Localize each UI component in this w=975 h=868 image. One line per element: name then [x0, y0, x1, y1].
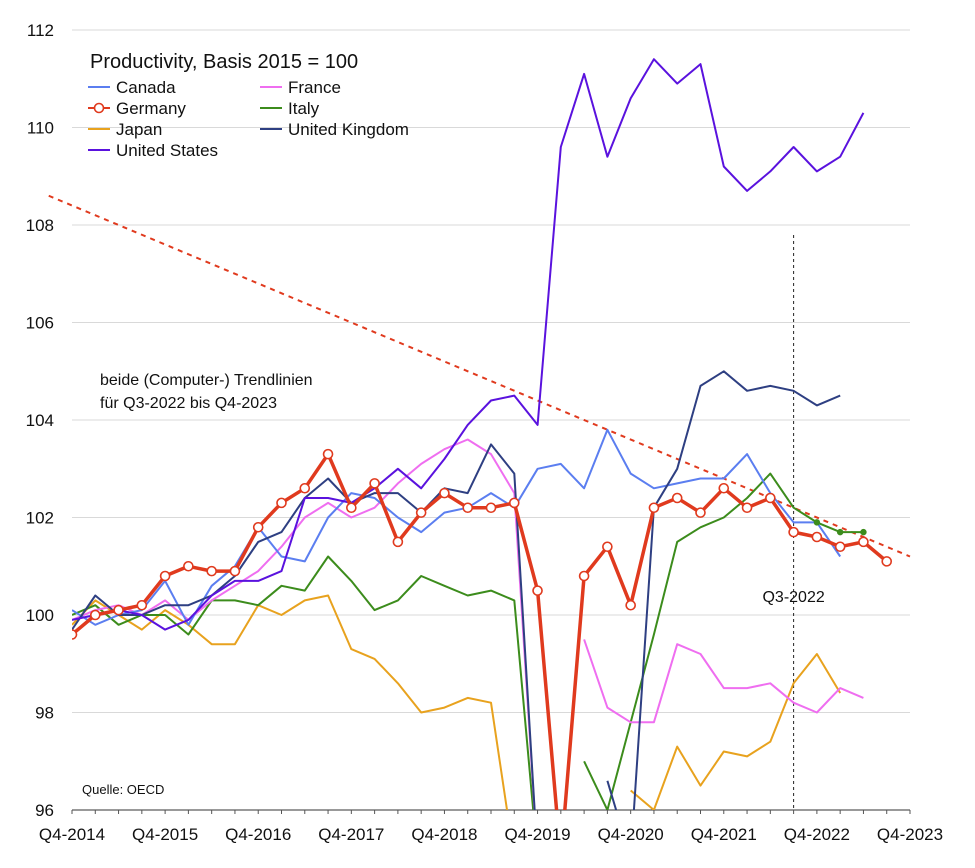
series-line — [72, 58, 865, 631]
y-tick-label-108: 108 — [26, 216, 54, 235]
x-tick-label: Q4-2016 — [225, 825, 291, 844]
legend-item-canada: Canada — [88, 78, 176, 97]
gridlines — [72, 29, 910, 811]
data-point — [578, 570, 590, 582]
x-tick-labels: Q4-2014 Q4-2015 Q4-2016 Q4-2017 Q4-2018 Q4-20… — [39, 825, 943, 844]
series-united-states — [72, 58, 865, 631]
data-point — [276, 497, 287, 509]
data-point — [485, 502, 497, 514]
x-tick-label: Q4-2017 — [318, 825, 384, 844]
legend-label: Japan — [116, 120, 162, 139]
series-line — [72, 428, 842, 626]
data-point — [299, 482, 311, 494]
data-point — [415, 507, 427, 518]
y-tick-label-96: 96 — [35, 801, 54, 820]
data-point — [392, 536, 404, 548]
legend-label: Canada — [116, 78, 176, 97]
data-point — [834, 541, 846, 553]
y-tick-label-98: 98 — [35, 704, 54, 723]
data-point — [462, 502, 474, 514]
series-line — [72, 452, 888, 810]
legend-marker — [93, 102, 105, 114]
data-point — [811, 531, 823, 543]
data-point — [159, 570, 171, 582]
data-point — [183, 560, 194, 572]
x-tick-label: Q4-2020 — [598, 825, 664, 844]
data-point — [229, 565, 241, 577]
legend: Productivity, Basis 2015 = 100 Canada Ger… — [88, 51, 409, 160]
legend-label: Italy — [288, 99, 320, 118]
data-point — [322, 448, 334, 460]
y-tick-label-110: 110 — [27, 119, 54, 138]
series-line — [72, 438, 864, 810]
trend-note-line-2: für Q3-2022 bis Q4-2023 — [100, 395, 277, 412]
data-point — [252, 521, 264, 533]
data-point — [72, 629, 78, 640]
data-point — [89, 609, 101, 621]
legend-label: United Kingdom — [288, 120, 409, 139]
data-point — [625, 599, 636, 611]
plot-area: Q3-2022 — [48, 58, 911, 810]
series-japan — [72, 594, 842, 810]
data-point — [718, 482, 730, 494]
legend-item-germany: Germany — [88, 99, 186, 118]
legend-item-united-states: United States — [88, 141, 218, 160]
y-tick-label-102: 102 — [26, 509, 54, 528]
data-point — [881, 556, 893, 567]
series-france — [72, 438, 864, 810]
data-point — [136, 599, 148, 611]
data-point — [113, 604, 124, 616]
data-point — [206, 565, 217, 577]
x-tick-label: Q4-2022 — [784, 825, 850, 844]
series-line — [72, 594, 842, 810]
data-point — [439, 487, 450, 499]
data-point — [671, 492, 683, 504]
y-tick-label-112: 112 — [27, 21, 54, 40]
x-tick-label: Q4-2018 — [411, 825, 477, 844]
data-point — [695, 507, 706, 518]
x-tick-label: Q4-2021 — [691, 825, 757, 844]
data-point — [741, 502, 753, 514]
legend-item-japan: Japan — [88, 120, 162, 139]
series-line — [72, 472, 864, 810]
legend-label: Germany — [116, 99, 186, 118]
y-tick-label-106: 106 — [26, 314, 54, 333]
legend-label: United States — [116, 141, 218, 160]
y-tick-label-104: 104 — [26, 411, 54, 430]
x-tick-label: Q4-2014 — [39, 825, 105, 844]
data-point — [369, 478, 380, 489]
trend-note-line-1: beide (Computer-) Trendlinien — [100, 372, 313, 389]
data-point — [858, 536, 869, 548]
data-point — [346, 502, 357, 514]
data-point — [602, 541, 613, 553]
y-tick-label-100: 100 — [26, 606, 54, 625]
x-tick-label: Q4-2015 — [132, 825, 198, 844]
data-point — [813, 519, 821, 526]
x-tick-label: Q4-2019 — [504, 825, 570, 844]
data-point — [648, 502, 660, 514]
y-tick-labels: 96 98 100 102 104 106 108 110 112 — [26, 21, 54, 820]
data-point — [532, 585, 543, 596]
q3-2022-marker-label: Q3-2022 — [762, 589, 824, 606]
data-point — [860, 528, 867, 536]
data-point — [836, 528, 844, 536]
axes — [71, 809, 911, 814]
legend-item-italy: Italy — [260, 99, 320, 118]
legend-label: France — [288, 78, 341, 97]
data-point — [788, 526, 799, 538]
source-note: Quelle: OECD — [82, 782, 164, 797]
legend-item-france: France — [260, 78, 341, 97]
chart-title: Productivity, Basis 2015 = 100 — [90, 51, 358, 73]
data-point — [765, 492, 776, 504]
series-germany — [72, 448, 893, 810]
series-canada — [72, 428, 842, 626]
x-tick-label: Q4-2023 — [877, 825, 943, 844]
annotations: beide (Computer-) Trendlinien für Q3-202… — [82, 372, 313, 797]
legend-item-united-kingdom: United Kingdom — [260, 120, 409, 139]
data-point — [508, 497, 520, 509]
series-italy — [72, 472, 864, 810]
